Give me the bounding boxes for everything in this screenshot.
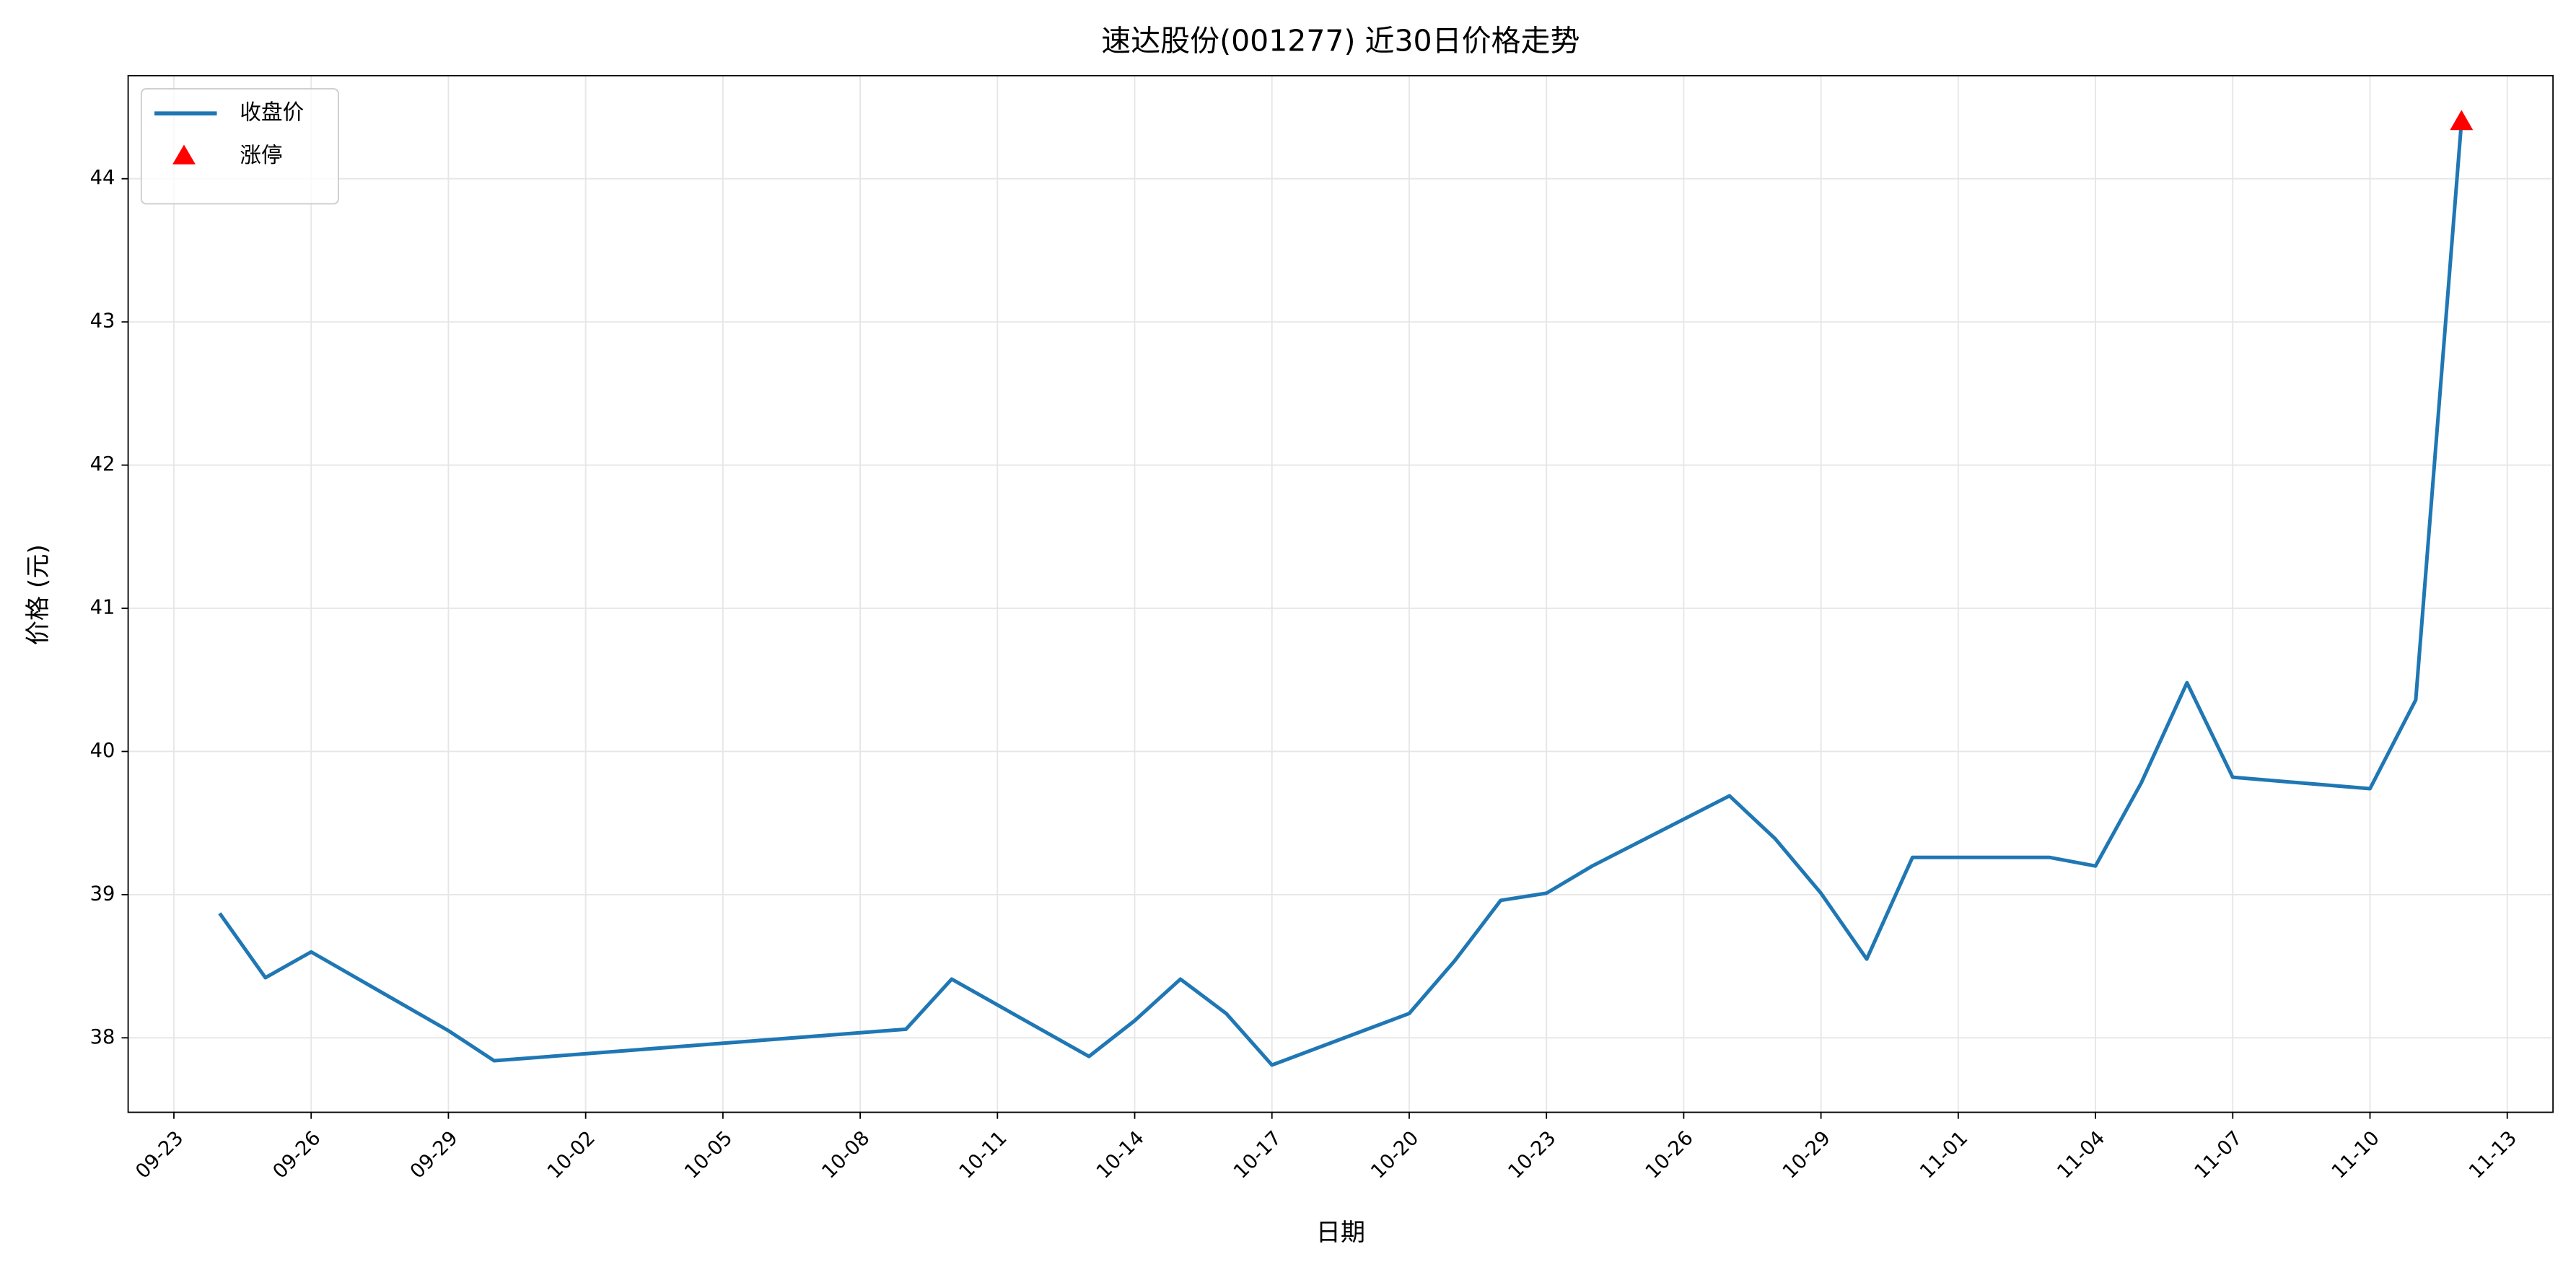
- legend-label: 收盘价: [240, 100, 304, 125]
- plot-frame: [127, 74, 2554, 1113]
- legend-label: 涨停: [240, 143, 282, 167]
- y-tick-label: 43: [90, 310, 115, 333]
- y-tick-label: 38: [90, 1026, 115, 1048]
- y-tick-label: 40: [90, 740, 115, 762]
- chart-title: 速达股份(001277) 近30日价格走势: [1101, 23, 1580, 58]
- y-tick-label: 44: [90, 167, 115, 189]
- limit-up-marker: [2450, 110, 2474, 131]
- legend-swatch: [172, 144, 196, 165]
- legend-box: [140, 88, 339, 205]
- price-line: [218, 121, 2463, 1067]
- y-tick-label: 39: [90, 882, 115, 905]
- x-axis-label: 日期: [1316, 1218, 1365, 1247]
- y-tick-label: 42: [90, 453, 115, 476]
- y-tick-label: 41: [90, 597, 115, 619]
- y-axis-label: 价格 (元): [24, 544, 53, 645]
